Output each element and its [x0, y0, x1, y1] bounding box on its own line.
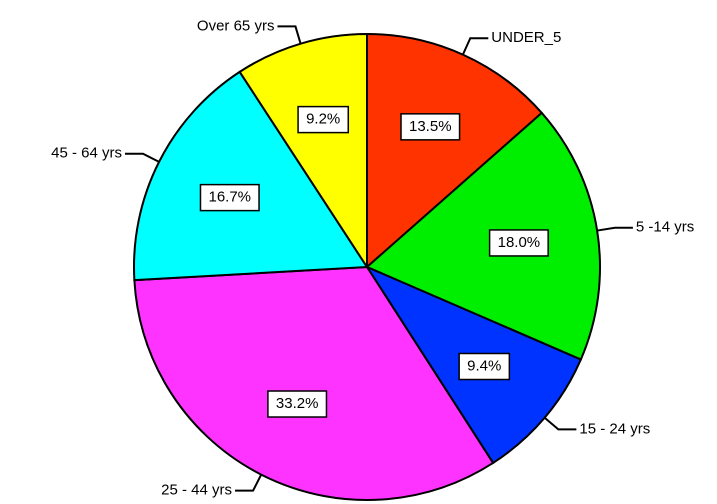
category-label: UNDER_5	[491, 29, 561, 46]
leader-line	[596, 226, 633, 232]
category-label: 5 -14 yrs	[636, 219, 694, 236]
value-label-box	[488, 229, 549, 257]
value-label: 9.4%	[467, 357, 501, 374]
value-label-box	[297, 105, 350, 134]
category-label: Over 65 yrs	[197, 17, 275, 34]
leader-line	[277, 25, 302, 44]
category-label: 15 - 24 yrs	[579, 420, 650, 437]
value-label: 9.2%	[306, 111, 340, 128]
leader-line	[544, 417, 577, 431]
value-label-box	[199, 183, 260, 212]
value-label: 16.7%	[208, 189, 251, 206]
leader-line	[125, 152, 160, 163]
category-label: 45 - 64 yrs	[51, 145, 122, 162]
value-label: 18.0%	[498, 234, 541, 251]
category-label: 25 - 44 yrs	[161, 482, 232, 499]
pie-slice	[238, 32, 368, 271]
value-label-box	[267, 390, 328, 418]
value-label-box	[400, 113, 461, 141]
pie-slice	[133, 265, 495, 501]
leader-line	[235, 474, 263, 492]
value-label: 33.2%	[276, 395, 319, 412]
value-label-box	[458, 352, 511, 381]
value-label: 13.5%	[409, 118, 452, 135]
pie-slice	[365, 111, 601, 361]
leader-line	[461, 37, 489, 56]
